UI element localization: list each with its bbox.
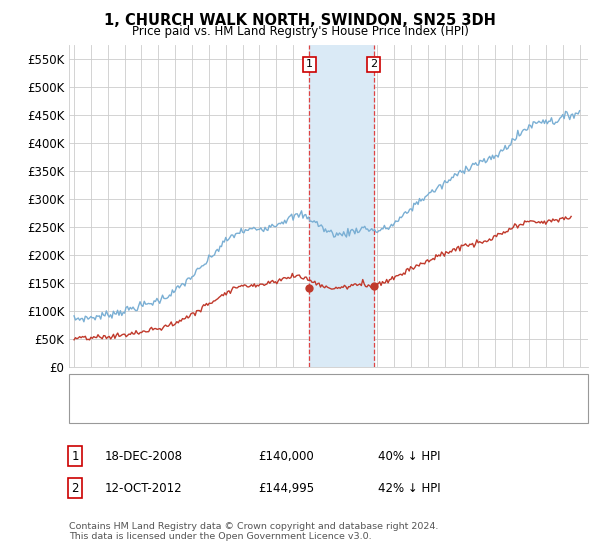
- Text: 42% ↓ HPI: 42% ↓ HPI: [378, 482, 440, 495]
- Text: 1: 1: [306, 59, 313, 69]
- Text: 18-DEC-2008: 18-DEC-2008: [105, 450, 183, 463]
- Text: 40% ↓ HPI: 40% ↓ HPI: [378, 450, 440, 463]
- Text: £140,000: £140,000: [258, 450, 314, 463]
- Text: Contains HM Land Registry data © Crown copyright and database right 2024.
This d: Contains HM Land Registry data © Crown c…: [69, 522, 439, 542]
- Text: HPI: Average price, detached house, Swindon: HPI: Average price, detached house, Swin…: [120, 404, 374, 414]
- Text: 1, CHURCH WALK NORTH, SWINDON, SN25 3DH: 1, CHURCH WALK NORTH, SWINDON, SN25 3DH: [104, 13, 496, 29]
- Text: 12-OCT-2012: 12-OCT-2012: [105, 482, 182, 495]
- Text: 1: 1: [71, 450, 79, 463]
- Text: £144,995: £144,995: [258, 482, 314, 495]
- Text: 2: 2: [71, 482, 79, 495]
- Text: 2: 2: [370, 59, 377, 69]
- Text: Price paid vs. HM Land Registry's House Price Index (HPI): Price paid vs. HM Land Registry's House …: [131, 25, 469, 38]
- Bar: [309, 45, 374, 367]
- Text: 1, CHURCH WALK NORTH, SWINDON, SN25 3DH (detached house): 1, CHURCH WALK NORTH, SWINDON, SN25 3DH …: [120, 382, 488, 393]
